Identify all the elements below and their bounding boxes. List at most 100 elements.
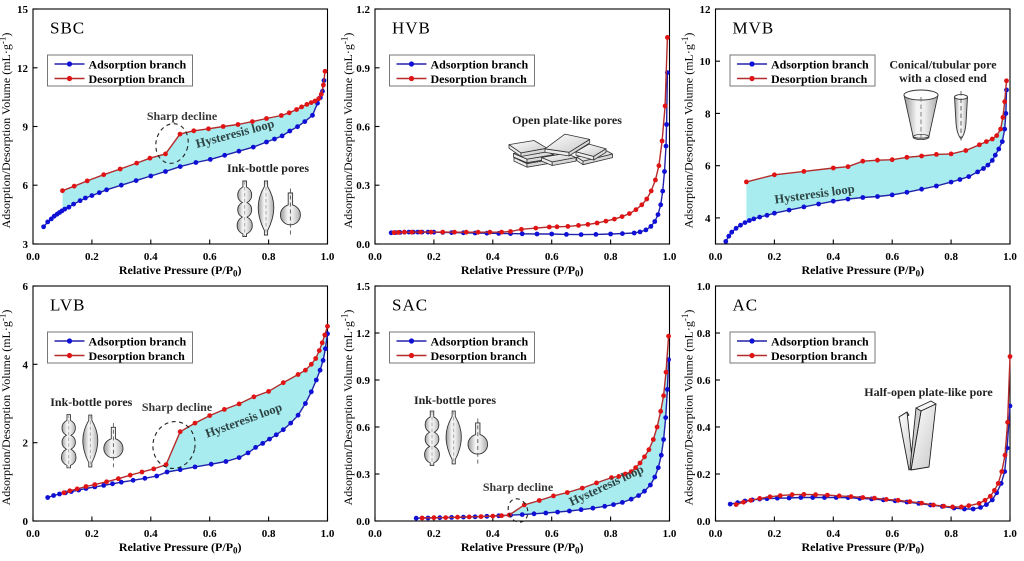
svg-text:Adsorption/Desorption Volume: Adsorption/Desorption Volume (mL·g-1) [680,310,696,506]
svg-text:4: 4 [23,359,29,371]
svg-text:Ink-bottle pores: Ink-bottle pores [227,161,309,175]
svg-text:6: 6 [23,281,29,293]
svg-text:Adsorption branch: Adsorption branch [771,58,869,72]
svg-text:Relative Pressure (P/P0): Relative Pressure (P/P0) [119,540,242,556]
svg-text:0.6: 0.6 [885,251,899,263]
svg-text:Relative Pressure (P/P0): Relative Pressure (P/P0) [801,263,924,279]
svg-text:Adsorption/Desorption Volume: Adsorption/Desorption Volume (mL·g-1) [680,33,696,229]
svg-text:Ink-bottle pores: Ink-bottle pores [414,393,496,407]
svg-text:0.2: 0.2 [427,251,441,263]
svg-text:with a closed end: with a closed end [899,71,987,85]
svg-text:HVB: HVB [392,19,431,38]
svg-text:Sharp decline: Sharp decline [142,400,213,414]
svg-text:1.5: 1.5 [356,281,370,293]
svg-text:Adsorption/Desorption Volume: Adsorption/Desorption Volume (mL·g-1) [340,310,356,506]
svg-text:0.0: 0.0 [709,251,723,263]
svg-text:3: 3 [23,239,29,251]
svg-text:0.8: 0.8 [944,528,958,540]
svg-text:0.9: 0.9 [356,63,370,75]
svg-text:1.0: 1.0 [663,528,677,540]
svg-text:Desorption branch: Desorption branch [771,72,868,86]
svg-text:0.8: 0.8 [604,528,618,540]
svg-text:Desorption branch: Desorption branch [431,349,528,363]
svg-text:MVB: MVB [733,19,775,38]
svg-text:0: 0 [23,516,29,528]
svg-text:0.4: 0.4 [826,528,840,540]
svg-text:Adsorption branch: Adsorption branch [431,335,529,349]
svg-text:0.4: 0.4 [144,528,158,540]
svg-text:0.3: 0.3 [356,180,370,192]
svg-text:0.2: 0.2 [85,251,99,263]
svg-text:0.6: 0.6 [356,122,370,134]
svg-text:0.0: 0.0 [697,516,711,528]
svg-text:0.8: 0.8 [697,328,711,340]
svg-text:8: 8 [705,108,711,120]
svg-text:0.0: 0.0 [356,516,370,528]
svg-text:Sharp decline: Sharp decline [147,109,218,123]
svg-text:Adsorption/Desorption Volume: Adsorption/Desorption Volume (mL·g-1) [340,33,356,229]
svg-text:0.4: 0.4 [486,251,500,263]
svg-text:0.9: 0.9 [356,375,370,387]
svg-text:12: 12 [17,63,29,75]
svg-text:Open plate-like pores: Open plate-like pores [512,113,622,127]
svg-text:10: 10 [700,56,712,68]
svg-text:1.2: 1.2 [356,328,370,340]
svg-text:0.8: 0.8 [944,251,958,263]
svg-text:SAC: SAC [392,296,428,315]
svg-text:0.4: 0.4 [826,251,840,263]
svg-text:Adsorption branch: Adsorption branch [89,335,187,349]
svg-text:Adsorption/Desorption Volume: Adsorption/Desorption Volume (mL·g-1) [0,310,13,506]
svg-text:0.6: 0.6 [203,251,217,263]
svg-text:AC: AC [733,296,759,315]
svg-text:12: 12 [700,4,712,16]
svg-text:0.8: 0.8 [262,528,276,540]
svg-text:Half-open plate-like pore: Half-open plate-like pore [864,385,993,399]
svg-text:Desorption branch: Desorption branch [89,349,186,363]
svg-text:0.0: 0.0 [356,239,370,251]
svg-text:6: 6 [705,161,711,173]
svg-text:0.8: 0.8 [604,251,618,263]
svg-text:Ink-bottle pores: Ink-bottle pores [50,395,132,409]
svg-text:6: 6 [23,180,29,192]
svg-text:0.0: 0.0 [368,528,382,540]
svg-text:0.2: 0.2 [768,251,782,263]
svg-text:Desorption branch: Desorption branch [431,72,528,86]
svg-text:0.4: 0.4 [486,528,500,540]
svg-text:Relative Pressure (P/P0): Relative Pressure (P/P0) [119,263,242,279]
svg-text:0.2: 0.2 [85,528,99,540]
svg-text:4: 4 [705,213,711,225]
svg-text:Desorption branch: Desorption branch [771,349,868,363]
svg-text:0.2: 0.2 [427,528,441,540]
svg-text:Conical/tubular pore: Conical/tubular pore [889,58,997,72]
svg-text:Adsorption/Desorption Volume: Adsorption/Desorption Volume (mL·g-1) [0,33,13,229]
svg-text:9: 9 [23,122,29,134]
svg-text:1.0: 1.0 [321,251,335,263]
svg-text:0.2: 0.2 [697,469,711,481]
svg-text:0.0: 0.0 [26,528,40,540]
svg-text:15: 15 [17,4,29,16]
svg-text:1.2: 1.2 [356,4,370,16]
svg-text:0.6: 0.6 [545,251,559,263]
svg-text:0.6: 0.6 [356,422,370,434]
svg-text:0.8: 0.8 [262,251,276,263]
svg-text:0.0: 0.0 [368,251,382,263]
svg-text:1.0: 1.0 [1003,528,1017,540]
svg-text:Relative Pressure (P/P0): Relative Pressure (P/P0) [461,540,584,556]
svg-text:0.0: 0.0 [709,528,723,540]
svg-text:0.0: 0.0 [26,251,40,263]
svg-text:1.0: 1.0 [697,281,711,293]
svg-text:0.4: 0.4 [144,251,158,263]
svg-text:Adsorption branch: Adsorption branch [89,58,187,72]
svg-text:0.2: 0.2 [768,528,782,540]
svg-text:Desorption branch: Desorption branch [89,72,186,86]
svg-text:Relative Pressure (P/P0): Relative Pressure (P/P0) [801,540,924,556]
svg-text:Adsorption branch: Adsorption branch [431,58,529,72]
svg-text:LVB: LVB [50,296,85,315]
svg-text:SBC: SBC [50,19,85,38]
svg-text:0.6: 0.6 [697,375,711,387]
svg-text:0.4: 0.4 [697,422,711,434]
svg-text:1.0: 1.0 [663,251,677,263]
svg-text:Sharp decline: Sharp decline [483,480,554,494]
svg-text:2: 2 [23,438,29,450]
svg-text:0.3: 0.3 [356,469,370,481]
